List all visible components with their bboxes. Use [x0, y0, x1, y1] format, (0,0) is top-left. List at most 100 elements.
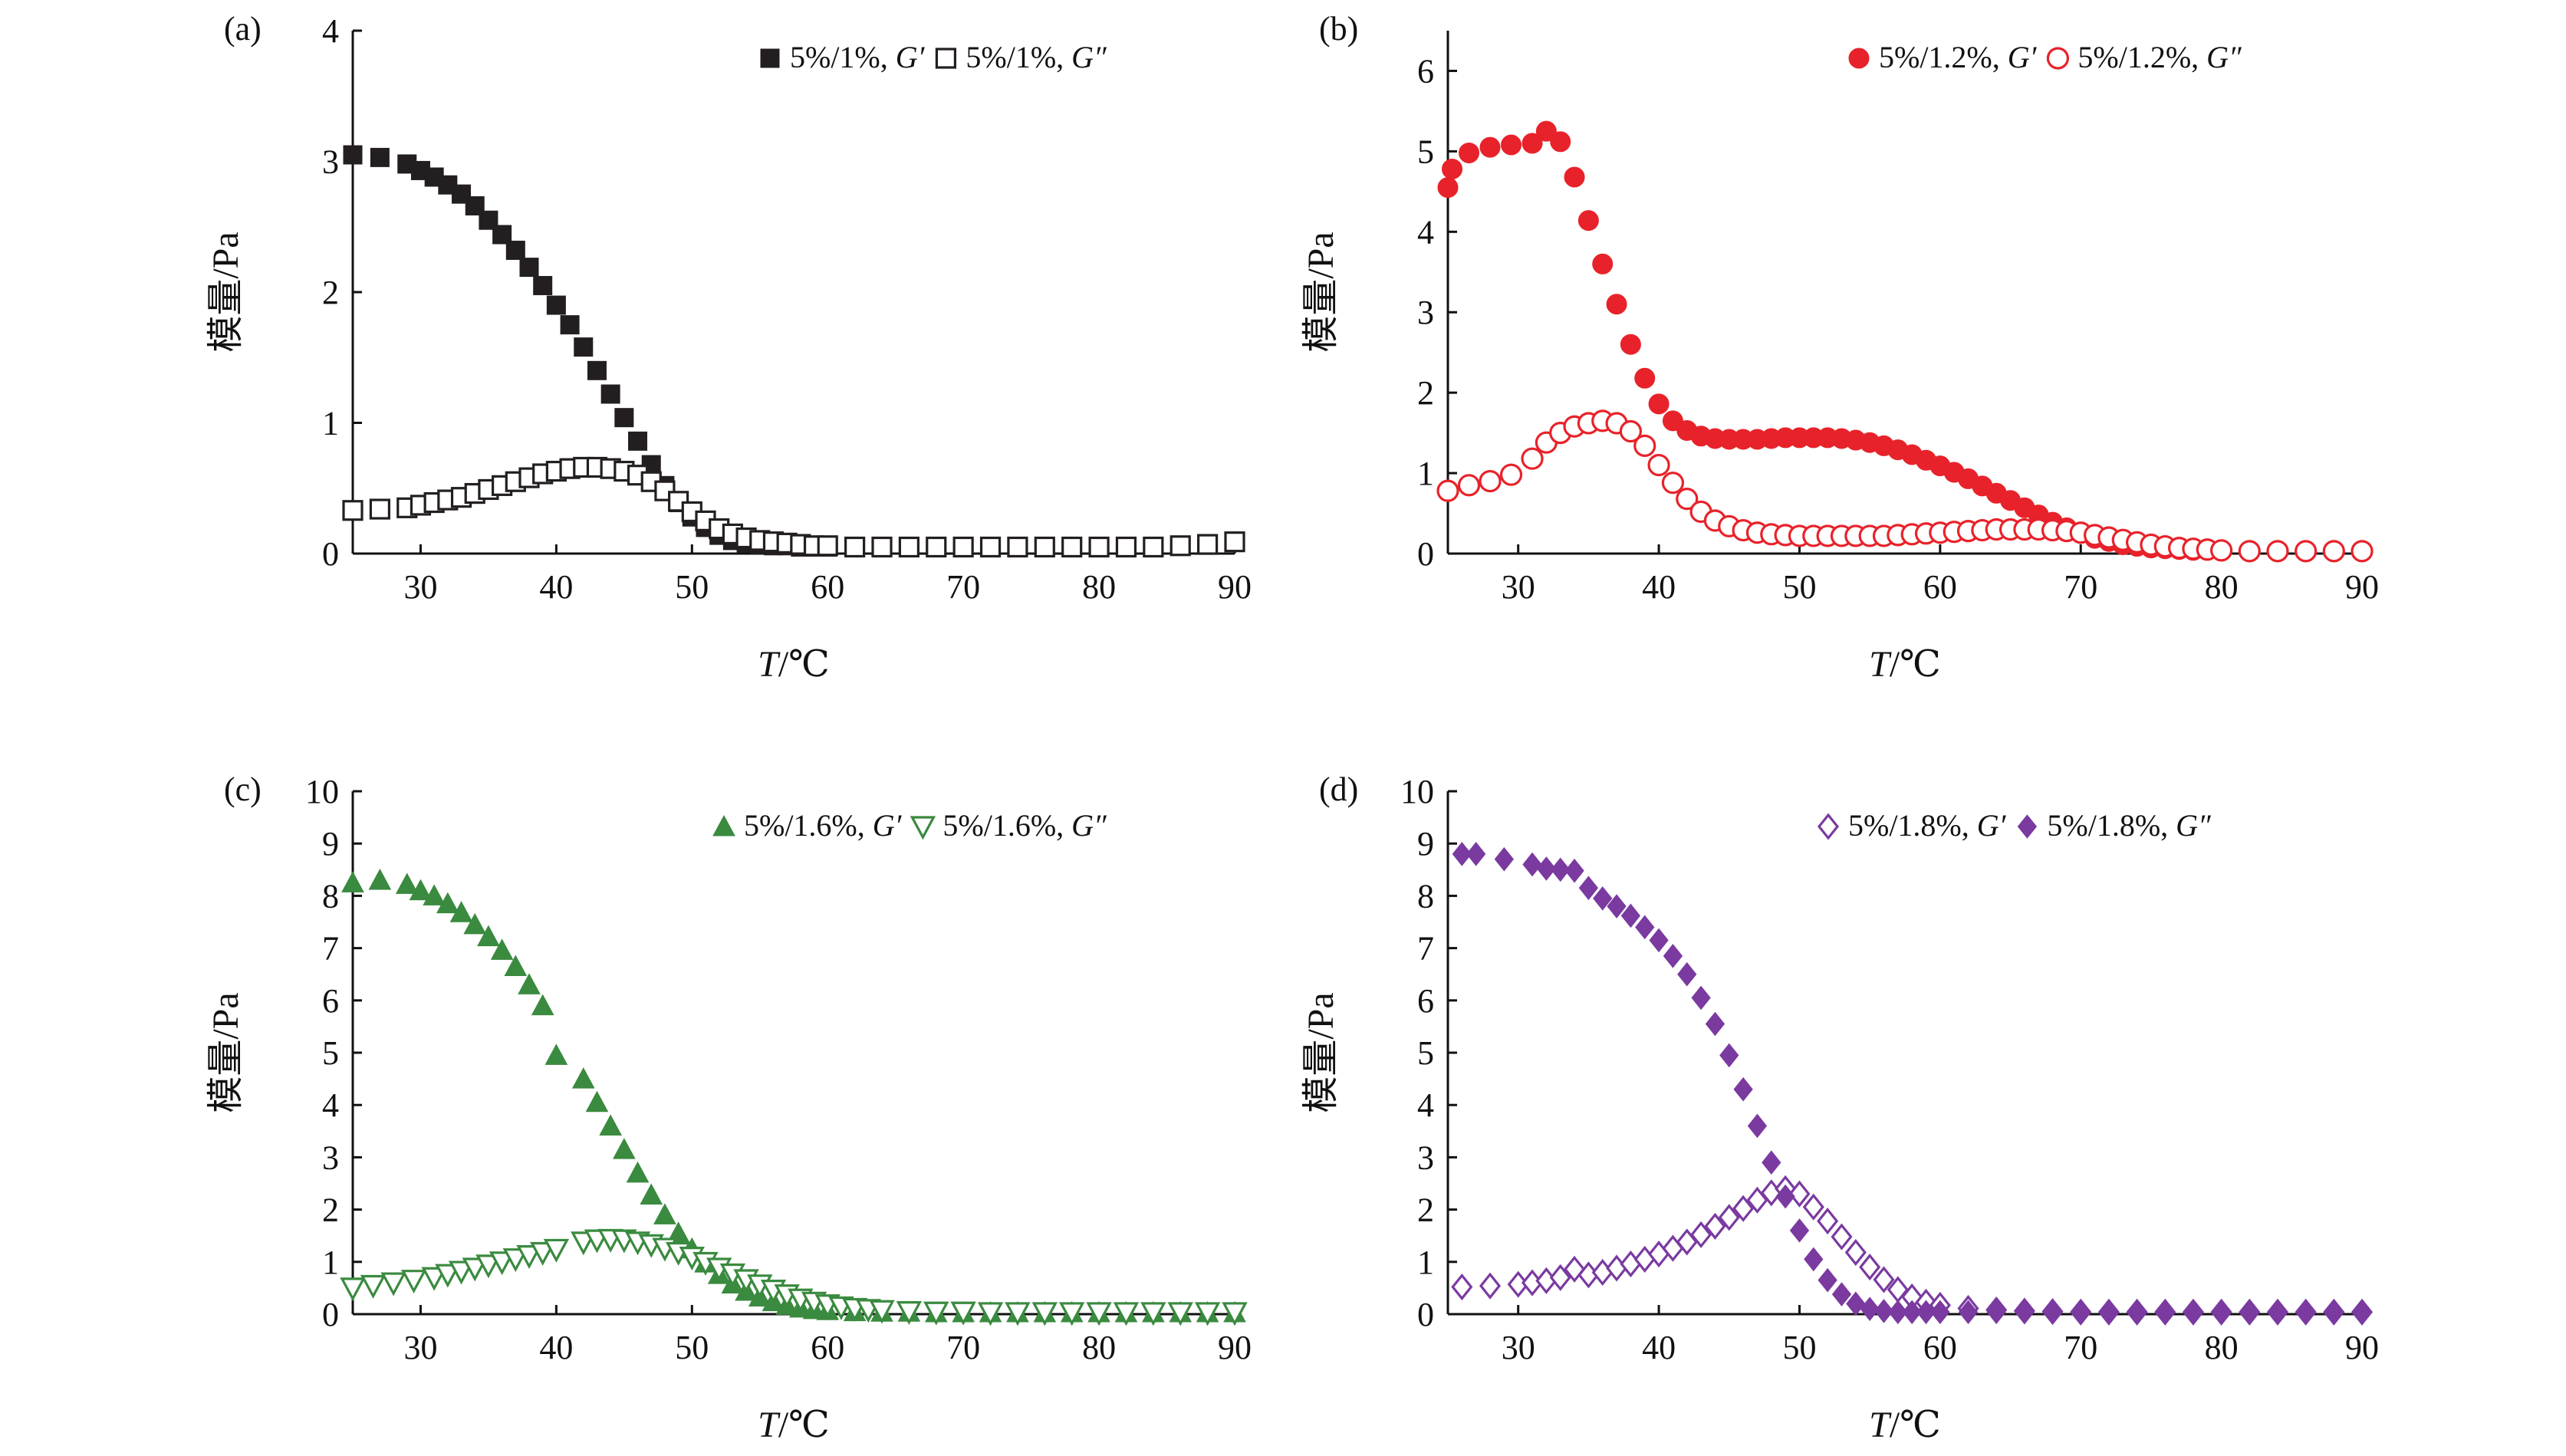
y-axis-title: 模量/Pa: [206, 992, 246, 1113]
data-point: 86, 0.06: [1170, 535, 1191, 557]
x-tick-label: 40: [539, 1329, 573, 1366]
data-point: 40, 1.24: [543, 1238, 570, 1263]
data-point: 80, 0.04: [2211, 1300, 2232, 1325]
data-point: 35, 8.15: [1578, 876, 1599, 900]
legend-label: 5%/1.6%, G′: [744, 808, 903, 843]
data-point: 40, 1.1: [1647, 453, 1670, 477]
data-point: 25, 4.55: [1437, 177, 1459, 199]
data-point: 43, 1.52: [1690, 1221, 1712, 1248]
x-tick-label: 60: [1923, 1329, 1957, 1366]
data-point: 25, 3.05: [343, 145, 363, 165]
chart-panel-d: 0 1 2 3 4 5 6 7 8 9 10 30 40 50 60 70 80 90 (d) 模量/Pa T/℃ 26,…: [1301, 771, 2379, 1445]
data-point: 76, 0.03: [1031, 1302, 1058, 1326]
x-tick-label: 80: [1082, 568, 1116, 606]
panel-label: (a): [224, 10, 262, 48]
data-point: 39, 5.9: [531, 994, 554, 1016]
y-tick-label: 2: [322, 274, 339, 311]
data-point: 51, 1.05: [1804, 1247, 1824, 1272]
data-point: 42, 6.5: [1677, 961, 1697, 987]
chart-panel-a: 0 1 2 3 4 30 40 50 60 70 80 90 (a) 模量/Pa T/℃ 25, 3.05 27…: [206, 10, 1252, 685]
y-tick-label: 4: [1417, 1086, 1434, 1124]
data-point: 40, 1.9: [546, 295, 566, 315]
x-tick-label: 60: [1923, 568, 1957, 606]
data-point: 33, 5.12: [1550, 131, 1571, 153]
data-point: 64, 0.04: [1986, 1300, 2006, 1325]
data-point: 28, 5.05: [1479, 136, 1501, 158]
data-point: 43, 4.05: [585, 1090, 609, 1113]
data-point: 33, 0.82: [448, 1260, 475, 1285]
data-point: 52, 0.65: [1818, 1267, 1837, 1293]
data-point: 90, 0.03: [2351, 540, 2374, 563]
data-point: 66, 0.04: [2015, 1300, 2035, 1325]
data-point: 82, 0.04: [2239, 1300, 2259, 1325]
data-point: 28, 0.6: [380, 1272, 406, 1297]
data-point: 64, 0.05: [871, 536, 893, 558]
legend: 5%/1.2%, G′ 5%/1.2%, G″: [1848, 40, 2242, 74]
y-tick-label: 9: [1417, 825, 1434, 863]
x-tick-label: 70: [946, 568, 980, 606]
y-tick-label: 7: [1417, 930, 1434, 968]
data-point: 53, 0.38: [1831, 1282, 1852, 1306]
data-point: 33, 0.7: [1549, 1264, 1571, 1291]
data-point: 43, 1.4: [587, 360, 607, 380]
y-tick-label: 1: [322, 1244, 339, 1281]
y-tick-label: 5: [322, 1034, 339, 1072]
data-point: 32, 5.25: [1535, 120, 1557, 142]
y-tick-label: 6: [1417, 52, 1434, 90]
x-tick-label: 90: [2345, 1329, 2379, 1366]
data-point: 62, 0.05: [844, 536, 866, 558]
y-tick-label: 9: [322, 825, 339, 863]
data-point: 25, 0.33: [342, 500, 364, 521]
x-tick-label: 70: [2064, 568, 2097, 606]
x-axis-title: T/℃: [758, 644, 830, 685]
data-point: 27, 8.8: [1466, 842, 1486, 866]
data-point: 74, 0.04: [2127, 1300, 2147, 1325]
data-point: 31, 5.1: [1522, 133, 1543, 154]
data-point: 64, 0.07: [869, 1300, 895, 1324]
data-point: 34, 7.45: [463, 912, 487, 935]
data-point: 39, 2.05: [533, 275, 553, 295]
data-point: 51, 2.05: [1802, 1193, 1824, 1221]
y-tick-label: 6: [322, 982, 339, 1020]
data-point: 42, 0.68: [1676, 488, 1699, 511]
data-point: 55, 0.1: [1860, 1297, 1880, 1321]
y-tick-label: 0: [1417, 1296, 1434, 1333]
data-point: 29.5, 5.08: [1501, 134, 1522, 156]
data-point: 32, 7.85: [436, 892, 459, 914]
data-point: 35, 4.14: [1577, 210, 1599, 232]
data-point: 28, 0.54: [1479, 1272, 1502, 1300]
data-point: 74, 0.03: [1005, 1302, 1031, 1326]
y-tick-label: 1: [1417, 1244, 1434, 1281]
data-point: 66, 0.05: [898, 536, 919, 558]
y-tick-label: 8: [322, 877, 339, 915]
data-point: 58, 0.04: [1902, 1300, 1922, 1325]
data-point: 31, 0.7: [421, 1267, 447, 1291]
y-tick-label: 10: [305, 773, 339, 810]
data-point: 84, 0.05: [1143, 536, 1164, 558]
data-point: 80, 0.03: [1086, 1302, 1112, 1326]
legend-label: 5%/1%, G″: [966, 40, 1107, 74]
data-point: 54, 1.18: [1844, 1238, 1867, 1267]
data-point: 59, 0.04: [1916, 1300, 1936, 1325]
y-tick-label: 4: [322, 12, 339, 50]
x-tick-label: 90: [1218, 1329, 1252, 1366]
data-point: 45, 1.04: [614, 408, 634, 428]
data-point: 40, 7.15: [1649, 928, 1669, 953]
y-tick-label: 4: [322, 1086, 339, 1124]
data-point: 50, 1.6: [1789, 1218, 1810, 1243]
data-point: 26.5, 0.85: [1457, 474, 1481, 497]
data-point: 36, 1: [489, 1251, 515, 1276]
y-tick-label: 5: [1417, 1034, 1434, 1072]
legend-marker: [935, 48, 957, 69]
data-point: 88, 0.04: [2324, 1300, 2344, 1325]
data-point: 25, 0.78: [1436, 479, 1459, 502]
data-point: 45, 3.15: [613, 1138, 636, 1159]
y-tick-label: 3: [322, 1139, 339, 1176]
data-point: 56, 0.66: [1873, 1266, 1895, 1293]
x-tick-label: 80: [1082, 1329, 1116, 1366]
data-point: 47, 2.28: [640, 1183, 663, 1205]
x-tick-label: 80: [2205, 1329, 2239, 1366]
data-point: 54, 0.2: [1846, 1291, 1866, 1316]
data-point: 41, 0.88: [1661, 472, 1685, 495]
data-point: 70, 0.04: [2071, 1300, 2091, 1325]
